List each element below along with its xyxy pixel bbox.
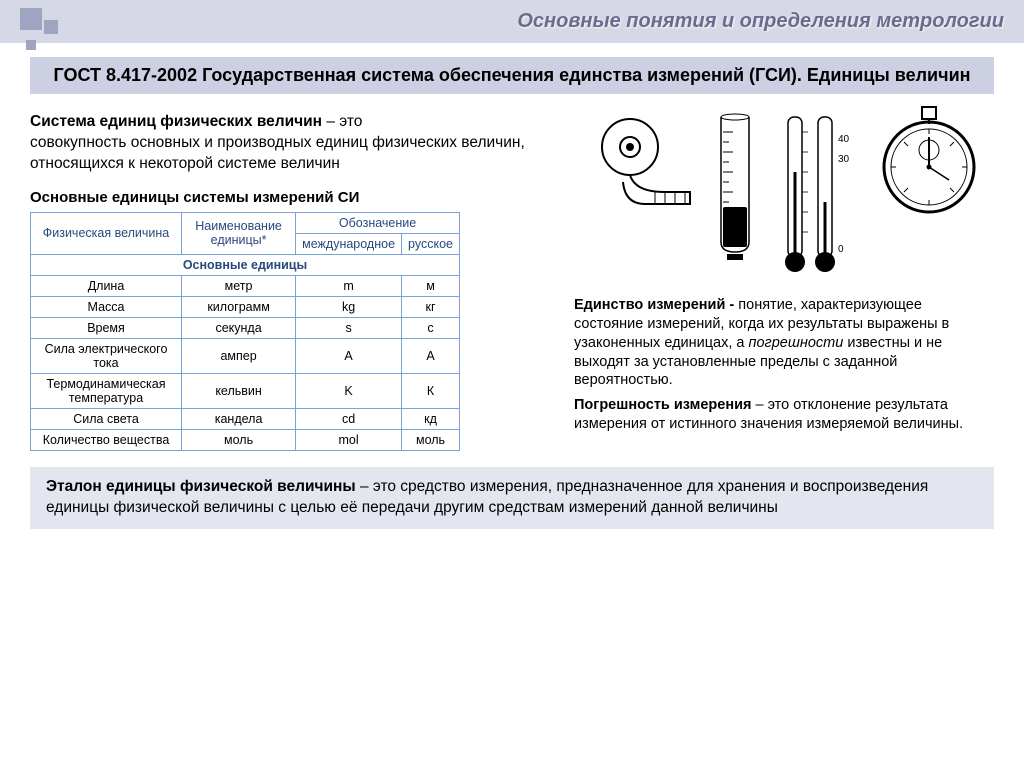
- th-quantity: Физическая величина: [31, 212, 182, 254]
- section-label: Основные единицы: [31, 254, 460, 275]
- right-column: 40 30 0: [574, 112, 994, 451]
- table-row: Массакилограммkgкг: [31, 296, 460, 317]
- system-rest: совокупность основных и производных един…: [30, 134, 525, 172]
- svg-text:40: 40: [838, 134, 850, 145]
- etalon-term: Эталон единицы физической величины: [46, 478, 356, 495]
- table-heading: Основные единицы системы измерений СИ: [30, 189, 554, 206]
- unity-definition: Единство измерений - понятие, характериз…: [574, 296, 994, 390]
- system-definition: Система единиц физических величин – это …: [30, 112, 554, 175]
- thermometer-icon: 40 30 0: [776, 112, 856, 282]
- table-row: Длинаметрmм: [31, 275, 460, 296]
- th-name: Наименование единицы*: [182, 212, 296, 254]
- svg-text:0: 0: [838, 244, 844, 255]
- gost-banner: ГОСТ 8.417-2002 Государственная система …: [30, 57, 994, 94]
- system-term: Система единиц физических величин: [30, 113, 322, 130]
- table-row: Сила светаканделаcdкд: [31, 408, 460, 429]
- stopwatch-icon: [874, 102, 984, 222]
- th-intl: международное: [296, 233, 402, 254]
- left-column: Система единиц физических величин – это …: [30, 112, 554, 451]
- table-row: Времясекундаsс: [31, 317, 460, 338]
- th-symbol: Обозначение: [296, 212, 460, 233]
- table-row: Сила электрического токаамперAА: [31, 338, 460, 373]
- table-row: Количество веществамольmolмоль: [31, 429, 460, 450]
- unity-term: Единство измерений -: [574, 297, 734, 313]
- page-title: Основные понятия и определения метрологи…: [517, 10, 1004, 32]
- slide-header: Основные понятия и определения метрологи…: [0, 0, 1024, 43]
- error-term: Погрешность измерения: [574, 397, 751, 413]
- tape-measure-icon: [585, 112, 695, 207]
- cylinder-icon: [713, 112, 758, 262]
- svg-text:30: 30: [838, 154, 850, 165]
- si-units-table: Физическая величина Наименование единицы…: [30, 212, 460, 451]
- decorative-squares: [20, 8, 58, 50]
- etalon-definition: Эталон единицы физической величины – это…: [30, 467, 994, 529]
- content-area: ГОСТ 8.417-2002 Государственная система …: [0, 43, 1024, 543]
- table-row: Термодинамическая температуракельвинKК: [31, 373, 460, 408]
- error-definition: Погрешность измерения – это отклонение р…: [574, 396, 994, 434]
- th-ru: русское: [402, 233, 460, 254]
- gost-text: ГОСТ 8.417-2002 Государственная система …: [53, 65, 970, 85]
- instrument-illustrations: 40 30 0: [574, 112, 994, 282]
